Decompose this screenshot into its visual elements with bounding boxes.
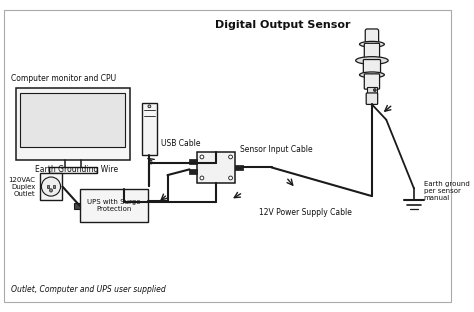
Circle shape <box>200 155 204 159</box>
Bar <box>53 185 55 188</box>
Bar <box>20 93 126 147</box>
Ellipse shape <box>359 72 384 78</box>
Text: Computer monitor and CPU: Computer monitor and CPU <box>11 74 116 83</box>
Bar <box>197 152 236 183</box>
Bar <box>190 169 197 174</box>
Bar <box>142 103 157 155</box>
Circle shape <box>200 176 204 180</box>
Circle shape <box>228 155 232 159</box>
Bar <box>236 165 243 170</box>
Bar <box>49 168 97 173</box>
Bar <box>80 189 148 222</box>
FancyBboxPatch shape <box>365 43 380 61</box>
Text: Digital Output Sensor: Digital Output Sensor <box>215 20 351 30</box>
Bar <box>190 159 197 164</box>
Ellipse shape <box>50 189 53 192</box>
FancyBboxPatch shape <box>364 60 381 75</box>
Circle shape <box>41 177 61 196</box>
Text: Earth ground
per sensor
manual: Earth ground per sensor manual <box>423 181 469 201</box>
FancyBboxPatch shape <box>365 29 379 44</box>
Ellipse shape <box>356 57 388 64</box>
Text: Sensor Input Cable: Sensor Input Cable <box>240 145 313 154</box>
Bar <box>367 87 377 94</box>
Text: USB Cable: USB Cable <box>161 139 201 148</box>
Text: 12V Power Supply Cable: 12V Power Supply Cable <box>259 207 352 217</box>
FancyBboxPatch shape <box>366 93 378 105</box>
Ellipse shape <box>359 41 384 47</box>
Text: Earth Grounding Wire: Earth Grounding Wire <box>35 165 118 173</box>
Text: Outlet, Computer and UPS user supplied: Outlet, Computer and UPS user supplied <box>11 285 165 294</box>
Bar <box>16 88 130 160</box>
Circle shape <box>148 105 151 108</box>
Text: UPS with Surge
Protection: UPS with Surge Protection <box>87 199 141 212</box>
Bar <box>74 203 80 208</box>
Bar <box>39 173 63 200</box>
Circle shape <box>228 176 232 180</box>
FancyBboxPatch shape <box>365 74 380 89</box>
Circle shape <box>374 89 376 91</box>
Bar <box>47 185 49 188</box>
Text: 120VAC
Duplex
Outlet: 120VAC Duplex Outlet <box>9 177 36 197</box>
